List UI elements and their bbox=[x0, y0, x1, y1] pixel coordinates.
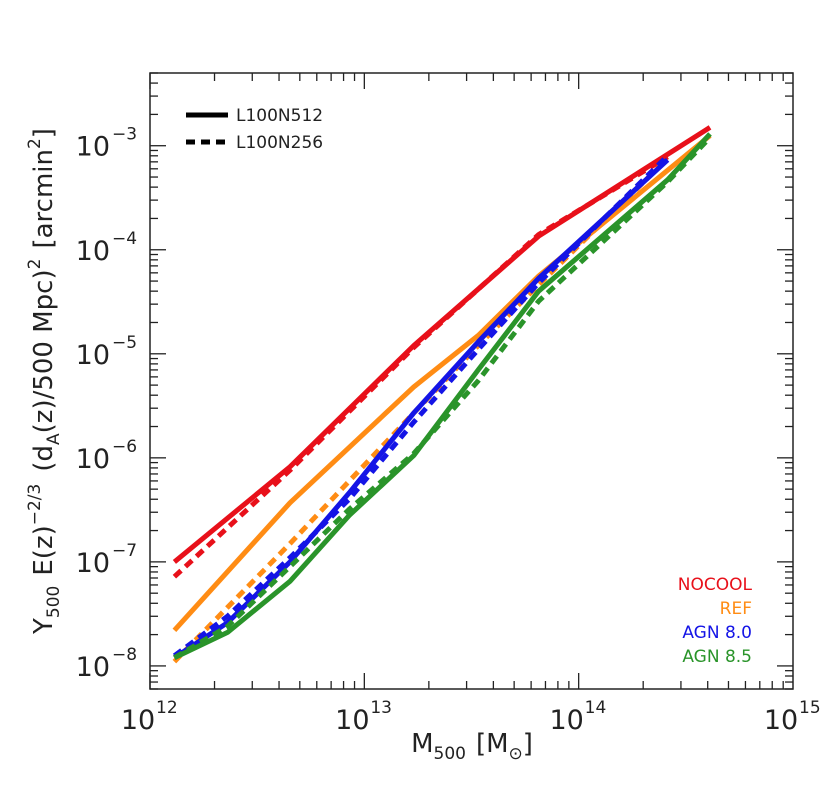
x-tick-label-exponent: 14 bbox=[585, 698, 607, 718]
y-tick-label-exponent: −4 bbox=[112, 229, 137, 249]
y-tick-label-exponent: −5 bbox=[112, 333, 137, 353]
series-agn-8-0-solid bbox=[173, 158, 670, 660]
series-agn-8-5-dashed bbox=[173, 135, 712, 660]
y-tick-label: 10 bbox=[76, 548, 110, 579]
y-axis-label: Y500E(z)−2/3(dA(z)/500 Mpc)2[arcmin2] bbox=[25, 128, 64, 635]
y-tick-label: 10 bbox=[76, 236, 110, 267]
series-label-nocool: NOCOOL bbox=[678, 575, 753, 595]
axis-ticks bbox=[149, 72, 793, 690]
legend-dashed-label: L100N256 bbox=[236, 133, 323, 153]
y-tick-label-exponent: −7 bbox=[112, 541, 137, 561]
plot-frame bbox=[149, 72, 794, 690]
y-tick-label: 10 bbox=[76, 652, 110, 683]
series-labels: NOCOOL REF AGN 8.0 AGN 8.5 bbox=[678, 575, 753, 667]
line-style-legend: L100N512 L100N256 bbox=[186, 106, 323, 153]
x-tick-label: 10 bbox=[764, 705, 798, 736]
x-tick-label: 10 bbox=[549, 705, 583, 736]
series-lines bbox=[172, 125, 712, 664]
y-tick-label-exponent: −6 bbox=[112, 437, 137, 457]
legend-solid-label: L100N512 bbox=[236, 106, 323, 126]
y-tick-label-exponent: −8 bbox=[112, 645, 137, 665]
x-tick-label: 10 bbox=[335, 705, 369, 736]
series-agn-8-5-solid bbox=[173, 132, 712, 660]
y-tick-label: 10 bbox=[76, 132, 110, 163]
y-tick-label: 10 bbox=[76, 444, 110, 475]
series-label-ref: REF bbox=[720, 599, 752, 619]
series-label-agn-8-0: AGN 8.0 bbox=[682, 623, 752, 643]
x-tick-label-exponent: 15 bbox=[799, 698, 821, 718]
y-tick-label: 10 bbox=[76, 340, 110, 371]
series-nocool-dashed bbox=[172, 154, 669, 579]
series-agn-8-0-dashed bbox=[172, 154, 670, 658]
x-tick-label-exponent: 12 bbox=[156, 698, 178, 718]
y-tick-label-exponent: −3 bbox=[112, 125, 137, 145]
y-tick-labels: 10−810−710−610−510−410−3 bbox=[76, 125, 137, 683]
x-axis-label: M500 [M⊙] bbox=[411, 729, 533, 764]
x-tick-labels: 10 12 10 13 10 14 10 15 bbox=[121, 698, 821, 736]
series-label-agn-8-5: AGN 8.5 bbox=[682, 647, 752, 667]
x-tick-label: 10 bbox=[121, 705, 155, 736]
x-tick-label-exponent: 13 bbox=[370, 698, 392, 718]
